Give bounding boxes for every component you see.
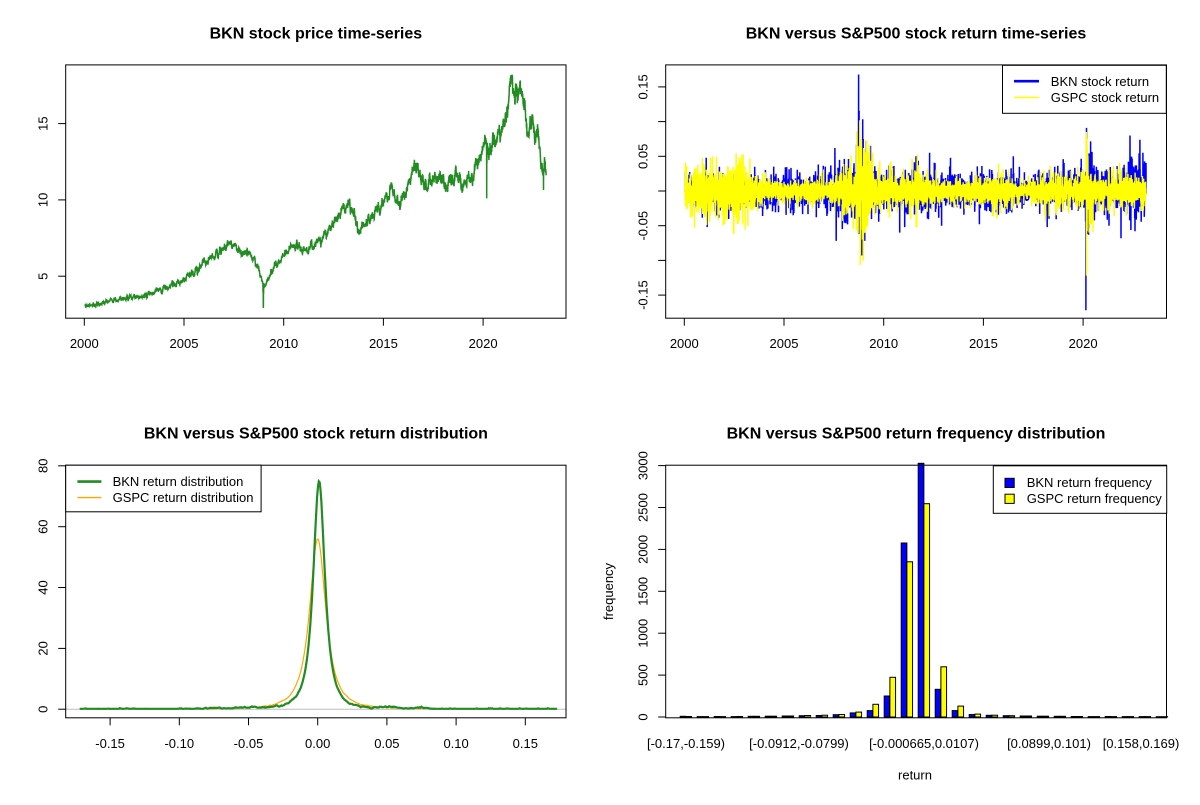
svg-text:BKN stock return: BKN stock return xyxy=(1051,74,1149,89)
svg-text:2015: 2015 xyxy=(969,336,998,351)
svg-text:[0.158,0.169): [0.158,0.169) xyxy=(1103,736,1180,751)
svg-text:500: 500 xyxy=(636,664,651,686)
svg-text:2020: 2020 xyxy=(469,336,498,351)
svg-text:60: 60 xyxy=(36,519,51,533)
svg-text:[-0.0912,-0.0799): [-0.0912,-0.0799) xyxy=(749,736,849,751)
svg-text:5: 5 xyxy=(36,273,51,280)
svg-text:2020: 2020 xyxy=(1069,336,1098,351)
svg-text:2000: 2000 xyxy=(670,336,699,351)
svg-text:return: return xyxy=(898,768,932,783)
svg-text:2000: 2000 xyxy=(636,535,651,564)
svg-text:20: 20 xyxy=(36,641,51,655)
svg-text:2015: 2015 xyxy=(369,336,398,351)
svg-text:2005: 2005 xyxy=(170,336,199,351)
svg-text:2010: 2010 xyxy=(869,336,898,351)
svg-text:BKN versus S&P500 stock return: BKN versus S&P500 stock return distribut… xyxy=(144,426,488,443)
svg-text:10: 10 xyxy=(36,193,51,207)
svg-text:GSPC return frequency: GSPC return frequency xyxy=(1027,491,1163,506)
svg-text:0.15: 0.15 xyxy=(513,736,538,751)
svg-text:2010: 2010 xyxy=(269,336,298,351)
svg-text:40: 40 xyxy=(36,580,51,594)
svg-text:BKN stock price time-series: BKN stock price time-series xyxy=(210,26,423,43)
svg-text:1500: 1500 xyxy=(636,577,651,606)
svg-text:-0.15: -0.15 xyxy=(636,280,651,310)
svg-text:0: 0 xyxy=(636,713,651,720)
svg-text:2000: 2000 xyxy=(70,336,99,351)
svg-text:1000: 1000 xyxy=(636,619,651,648)
svg-text:[-0.000665,0.0107): [-0.000665,0.0107) xyxy=(869,736,979,751)
svg-text:2005: 2005 xyxy=(770,336,799,351)
svg-text:80: 80 xyxy=(36,459,51,473)
svg-text:-0.10: -0.10 xyxy=(164,736,194,751)
svg-text:frequency: frequency xyxy=(601,562,616,620)
svg-text:[0.0899,0.101): [0.0899,0.101) xyxy=(1007,736,1091,751)
svg-text:3000: 3000 xyxy=(636,451,651,480)
svg-text:GSPC return distribution: GSPC return distribution xyxy=(113,490,254,505)
svg-text:0.10: 0.10 xyxy=(443,736,468,751)
svg-text:15: 15 xyxy=(36,116,51,130)
svg-text:-0.15: -0.15 xyxy=(95,736,125,751)
svg-text:0.15: 0.15 xyxy=(636,74,651,99)
svg-text:0.05: 0.05 xyxy=(374,736,399,751)
svg-text:-0.05: -0.05 xyxy=(636,211,651,241)
svg-text:BKN versus S&P500 return frequ: BKN versus S&P500 return frequency distr… xyxy=(727,426,1106,443)
svg-text:0.00: 0.00 xyxy=(305,736,330,751)
svg-text:[-0.17,-0.159): [-0.17,-0.159) xyxy=(647,736,725,751)
svg-text:GSPC stock return: GSPC stock return xyxy=(1051,90,1159,105)
svg-text:0: 0 xyxy=(36,706,51,713)
svg-text:2500: 2500 xyxy=(636,493,651,522)
svg-text:-0.05: -0.05 xyxy=(234,736,264,751)
svg-text:BKN versus S&P500 stock return: BKN versus S&P500 stock return time-seri… xyxy=(746,26,1087,43)
svg-text:BKN return frequency: BKN return frequency xyxy=(1027,475,1153,490)
svg-text:BKN return distribution: BKN return distribution xyxy=(113,474,244,489)
svg-text:0.05: 0.05 xyxy=(636,144,651,169)
